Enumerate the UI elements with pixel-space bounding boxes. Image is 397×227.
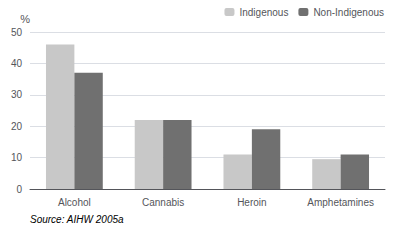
svg-text:10: 10 — [11, 152, 23, 163]
svg-text:Alcohol: Alcohol — [58, 197, 91, 208]
svg-text:40: 40 — [11, 58, 23, 69]
svg-text:Amphetamines: Amphetamines — [307, 197, 374, 208]
svg-text:Heroin: Heroin — [237, 197, 266, 208]
svg-text:Non-Indigenous: Non-Indigenous — [313, 7, 384, 18]
svg-text:Source: AIHW 2005a: Source: AIHW 2005a — [30, 214, 124, 225]
svg-text:0: 0 — [16, 184, 22, 195]
svg-text:Cannabis: Cannabis — [142, 197, 184, 208]
svg-text:50: 50 — [11, 27, 23, 38]
svg-text:30: 30 — [11, 89, 23, 100]
svg-text:%: % — [20, 13, 30, 25]
svg-text:Indigenous: Indigenous — [239, 7, 288, 18]
svg-text:20: 20 — [11, 121, 23, 132]
